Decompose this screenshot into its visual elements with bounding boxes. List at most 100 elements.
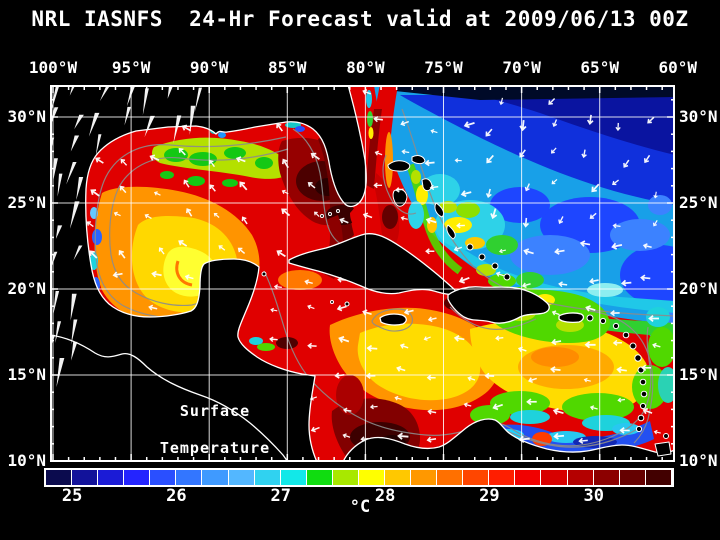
wind-arrow <box>521 282 531 289</box>
wind-arrow <box>400 120 410 127</box>
wind-arrow <box>517 346 527 352</box>
colorbar-cell <box>541 470 568 485</box>
wind-arrow <box>518 435 530 443</box>
wind-arrow <box>362 309 372 316</box>
wind-arrow <box>89 250 98 259</box>
colorbar-cell <box>280 470 307 485</box>
wind-arrow <box>551 178 558 185</box>
wind-arrow <box>90 189 100 197</box>
wind-arrow <box>185 208 193 217</box>
wind-arrow <box>579 240 591 247</box>
wind-arrow <box>463 402 472 408</box>
wind-arrow <box>581 149 587 159</box>
lat-tick-label: 30°N <box>7 107 46 126</box>
colorbar-tick-label: 26 <box>166 486 187 506</box>
wind-arrow <box>374 150 383 156</box>
wind-arrow <box>429 184 439 191</box>
lat-tick-label: 30°N <box>679 107 718 126</box>
wind-arrow <box>492 403 504 411</box>
lat-tick-label: 20°N <box>679 279 718 298</box>
wind-arrow <box>558 281 568 288</box>
wind-arrow <box>112 271 123 278</box>
wind-arrow <box>653 429 661 435</box>
wind-arrow <box>120 158 128 166</box>
colorbar-cell <box>228 470 255 485</box>
wind-arrow <box>373 182 383 189</box>
annotation-line-1: Surface <box>179 402 251 420</box>
wind-arrow <box>453 246 463 252</box>
wind-arrow <box>552 119 558 128</box>
map-border <box>50 85 675 462</box>
wind-arrow <box>148 304 158 311</box>
wind-arrow <box>86 221 94 228</box>
wind-arrow <box>611 242 623 250</box>
wind-arrow <box>118 250 126 259</box>
colorbar-tick-label: 27 <box>270 486 291 506</box>
wind-arrow <box>490 208 498 220</box>
wind-streak <box>142 88 149 116</box>
wind-arrow <box>304 279 313 285</box>
colorbar-tick-label: 28 <box>374 486 396 506</box>
wind-streak <box>173 115 182 144</box>
wind-arrow <box>495 271 505 277</box>
wind-arrow <box>458 276 470 284</box>
wind-arrow <box>239 181 248 191</box>
wind-arrow <box>307 182 316 189</box>
wind-arrow <box>276 122 283 132</box>
wind-streak <box>167 85 174 99</box>
colorbar-cell <box>124 470 151 485</box>
wind-arrow <box>485 128 493 137</box>
wind-arrow <box>360 436 369 442</box>
colorbar-cell <box>254 470 281 485</box>
wind-arrow <box>209 159 215 168</box>
wind-arrow <box>307 304 315 310</box>
wind-streak <box>55 225 63 239</box>
wind-streak <box>194 87 203 112</box>
colorbar-tick-label: 29 <box>479 486 500 506</box>
colorbar-cell <box>411 470 438 485</box>
lon-tick-label: 60°W <box>658 58 698 77</box>
wind-arrow <box>427 316 437 323</box>
wind-arrow <box>456 222 465 229</box>
colorbar-cell <box>619 470 646 485</box>
tobago <box>663 433 669 439</box>
wind-arrow <box>467 376 476 382</box>
lon-tick-label: 90°W <box>189 58 229 77</box>
wind-arrow <box>642 243 652 249</box>
wind-streak <box>74 114 84 130</box>
colorbar-cell <box>176 470 203 485</box>
wind-arrow <box>400 215 408 221</box>
colorbar-cell <box>46 470 73 485</box>
wind-arrow <box>184 274 194 280</box>
wind-arrow <box>430 129 438 134</box>
wind-streak <box>56 358 65 388</box>
wind-arrow <box>652 220 658 227</box>
wind-arrow <box>313 211 320 218</box>
colorbar-cell <box>489 470 516 485</box>
wind-arrow <box>151 270 162 278</box>
lat-tick-label: 25°N <box>679 193 718 212</box>
colorbar-cell <box>463 470 490 485</box>
wind-arrow <box>339 217 349 224</box>
wind-streak <box>69 201 80 229</box>
wind-arrow <box>269 336 278 343</box>
bahamas <box>387 155 511 281</box>
south-america <box>342 418 676 463</box>
pacific-coastline <box>49 334 289 463</box>
wind-arrow <box>307 342 317 349</box>
wind-arrow <box>653 191 658 199</box>
wind-arrow <box>362 212 373 219</box>
wind-arrow <box>647 116 655 124</box>
wind-arrow <box>610 310 620 317</box>
sst-map-canvas <box>46 82 700 463</box>
wind-arrow <box>423 336 431 341</box>
wind-arrow <box>640 274 651 282</box>
lon-tick-label: 85°W <box>268 58 307 77</box>
colorbar-cell <box>202 470 229 485</box>
wind-arrow <box>337 276 346 283</box>
wind-arrow <box>181 124 192 132</box>
wind-arrow <box>425 248 435 255</box>
colorbar-cell <box>515 470 542 485</box>
wind-arrow <box>183 179 190 188</box>
wind-arrow <box>558 216 564 224</box>
